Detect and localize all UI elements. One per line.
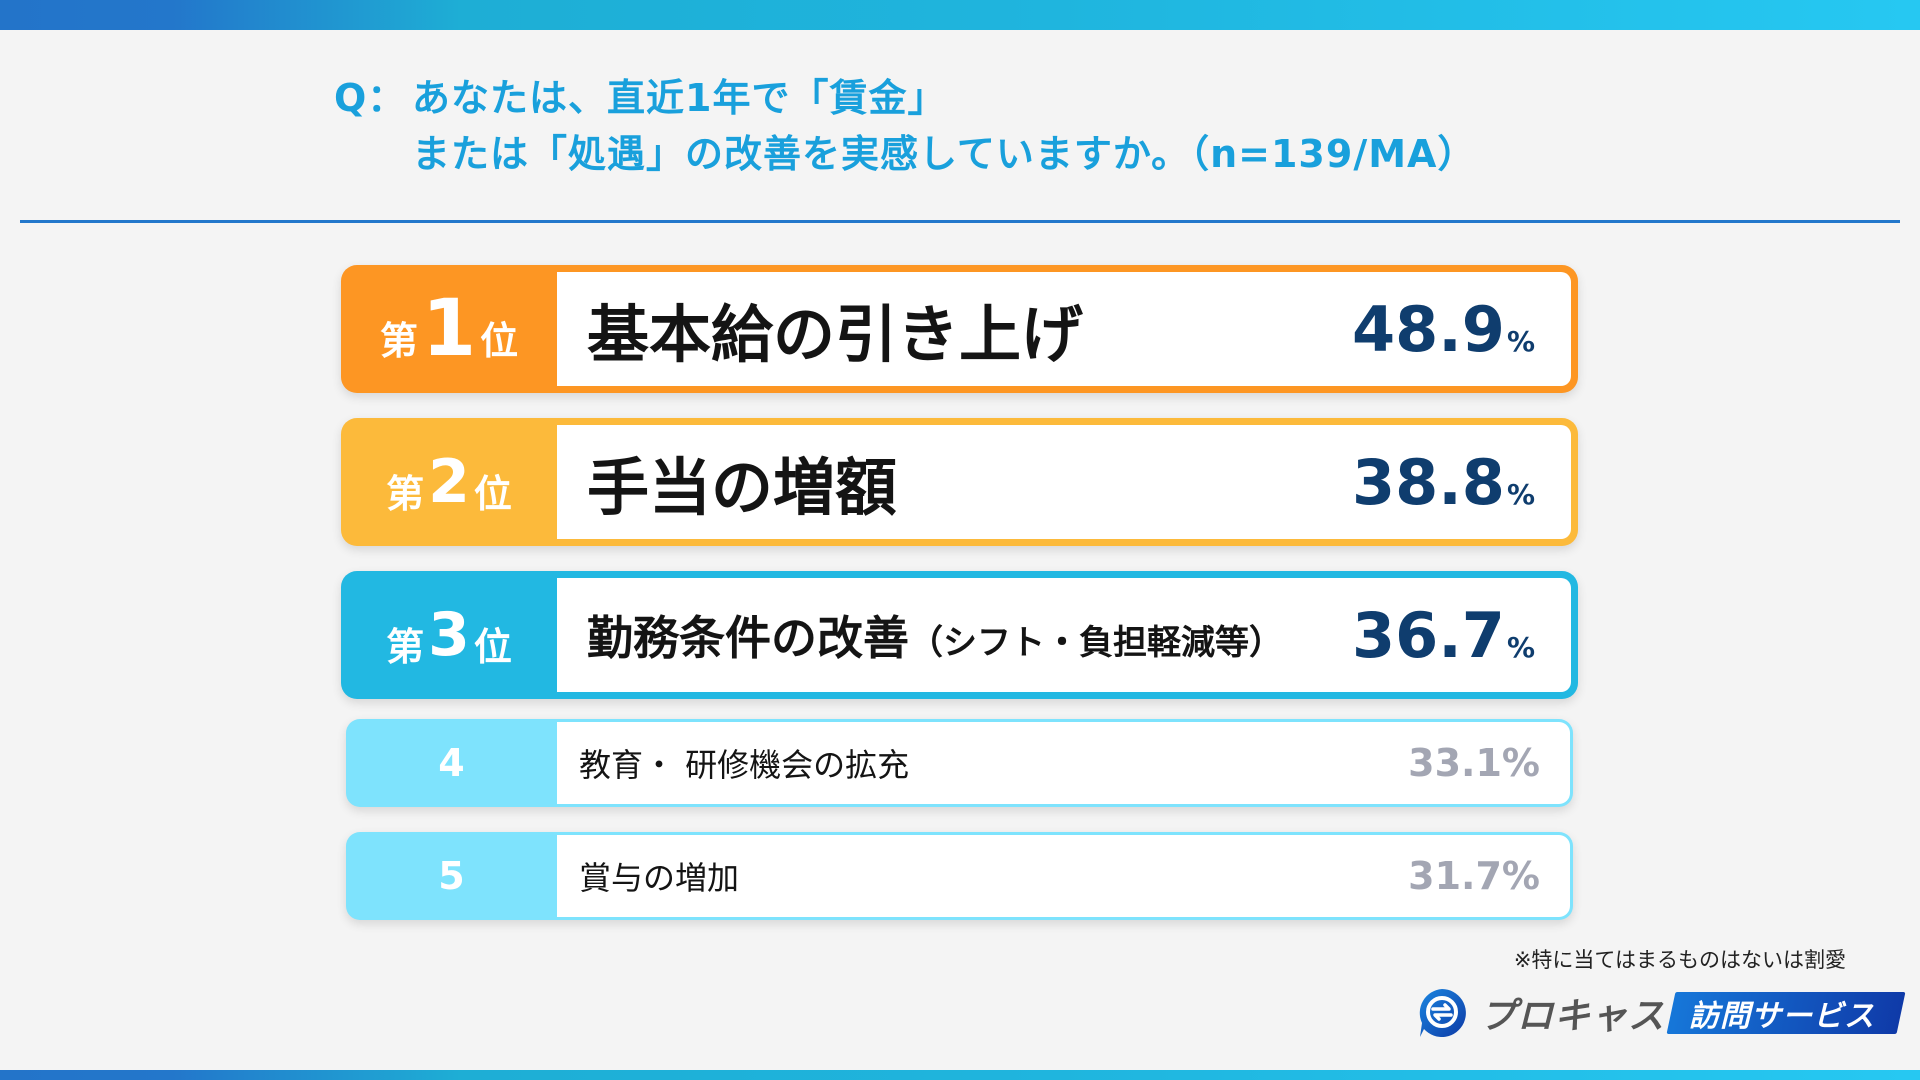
ranking-body: 手当の増額 38.8%: [557, 425, 1571, 539]
rank-prefix: 第: [386, 471, 425, 516]
rank-badge-3: 第 3 位: [341, 578, 557, 692]
question-title: Q： あなたは、直近1年で「賃金」 または「処遇」の改善を実感していますか。（n…: [334, 70, 1476, 182]
brand-logo: プロキャス 訪問サービス: [1416, 985, 1906, 1041]
value-number: 33.1: [1408, 741, 1502, 785]
question-line-1: Q： あなたは、直近1年で「賃金」: [334, 70, 1476, 126]
value-number: 36.7: [1351, 598, 1505, 672]
rank-badge-1: 第 1 位: [341, 272, 557, 386]
brand-name: プロキャス: [1480, 996, 1666, 1037]
rank-prefix: 第: [386, 624, 425, 669]
brand-logo-icon: [1419, 989, 1466, 1037]
ranking-label: 賞与の増加: [579, 859, 740, 897]
question-text-1: あなたは、直近1年で「賃金」: [412, 76, 947, 120]
question-line-2: または「処遇」の改善を実感していますか。（n=139/MA）: [334, 126, 1476, 182]
bottom-gradient-bar: [0, 1070, 1920, 1080]
title-divider: [20, 220, 1900, 223]
value-percent: %: [1506, 477, 1535, 511]
rank-badge-5: 5: [346, 835, 557, 917]
ranking-card-5: 5 賞与の増加 31.7%: [346, 832, 1573, 920]
rank-suffix: 位: [473, 471, 512, 516]
question-indent: [334, 126, 412, 182]
ranking-value: 38.8%: [1352, 446, 1535, 519]
rank-number: 2: [428, 447, 470, 517]
rank-badge-4: 4: [346, 722, 557, 804]
rank-number: 5: [438, 854, 465, 898]
ranking-body: 教育・ 研修機会の拡充 33.1%: [557, 722, 1570, 804]
value-percent: %: [1501, 741, 1540, 785]
brand-badge-text: 訪問サービス: [1689, 999, 1876, 1034]
ranking-label: 教育・ 研修機会の拡充: [579, 746, 910, 784]
rank-suffix: 位: [480, 318, 519, 363]
rank-prefix: 第: [379, 318, 418, 363]
question-text-2: または「処遇」の改善を実感していますか。（n=139/MA）: [412, 132, 1477, 176]
value-number: 31.7: [1408, 854, 1502, 898]
rank-suffix: 位: [473, 624, 512, 669]
ranking-card-1: 第 1 位 基本給の引き上げ 48.9%: [341, 265, 1578, 393]
ranking-value: 31.7%: [1408, 854, 1540, 898]
value-percent: %: [1501, 854, 1540, 898]
ranking-card-4: 4 教育・ 研修機会の拡充 33.1%: [346, 719, 1573, 807]
ranking-body: 基本給の引き上げ 48.9%: [557, 272, 1571, 386]
ranking-body: 勤務条件の改善（シフト・負担軽減等） 36.7%: [557, 578, 1571, 692]
value-number: 38.8: [1351, 445, 1505, 519]
brand-badge: 訪問サービス: [1666, 992, 1906, 1034]
ranking-body: 賞与の増加 31.7%: [557, 835, 1570, 917]
label-main: 勤務条件の改善: [587, 611, 909, 665]
ranking-card-3: 第 3 位 勤務条件の改善（シフト・負担軽減等） 36.7%: [341, 571, 1578, 699]
value-percent: %: [1506, 324, 1535, 358]
rank-number: 4: [438, 741, 465, 785]
ranking-value: 48.9%: [1352, 293, 1535, 366]
rank-number: 3: [428, 600, 470, 670]
rank-number: 1: [421, 284, 477, 374]
value-percent: %: [1506, 630, 1535, 664]
ranking-label: 基本給の引き上げ: [587, 298, 1084, 371]
rank-badge-2: 第 2 位: [341, 425, 557, 539]
value-number: 48.9: [1351, 292, 1505, 366]
ranking-card-2: 第 2 位 手当の増額 38.8%: [341, 418, 1578, 546]
ranking-label: 勤務条件の改善（シフト・負担軽減等）: [587, 602, 1283, 668]
ranking-value: 33.1%: [1408, 741, 1540, 785]
footnote: ※特に当てはまるものはないは割愛: [1513, 948, 1846, 972]
ranking-label: 手当の増額: [587, 451, 898, 524]
ranking-value: 36.7%: [1352, 599, 1535, 672]
label-sub: （シフト・負担軽減等）: [909, 623, 1283, 663]
question-prefix: Q：: [334, 76, 407, 120]
top-gradient-bar: [0, 0, 1920, 30]
